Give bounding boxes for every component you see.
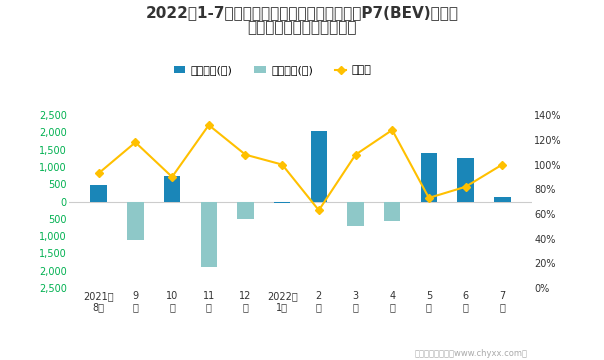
Bar xyxy=(127,202,144,240)
Bar xyxy=(164,176,181,202)
Legend: 积压库存(辆), 清仓库存(辆), 产销率: 积压库存(辆), 清仓库存(辆), 产销率 xyxy=(174,66,372,76)
Bar xyxy=(237,202,254,219)
Bar xyxy=(201,202,217,267)
Text: 2022年1-7月肇庆小鹏旗下最畅销轿车（小鹏P7(BEV)）近一: 2022年1-7月肇庆小鹏旗下最畅销轿车（小鹏P7(BEV)）近一 xyxy=(146,5,458,21)
Bar xyxy=(91,185,107,202)
Text: 制图：智研咨询（www.chyxx.com）: 制图：智研咨询（www.chyxx.com） xyxy=(414,349,528,358)
Bar xyxy=(274,202,291,203)
Bar xyxy=(420,153,437,202)
Bar xyxy=(457,158,474,202)
Bar xyxy=(494,197,510,202)
Bar xyxy=(347,202,364,226)
Text: 年库存情况及产销率统计图: 年库存情况及产销率统计图 xyxy=(247,20,357,35)
Bar xyxy=(310,131,327,202)
Bar xyxy=(384,202,400,221)
